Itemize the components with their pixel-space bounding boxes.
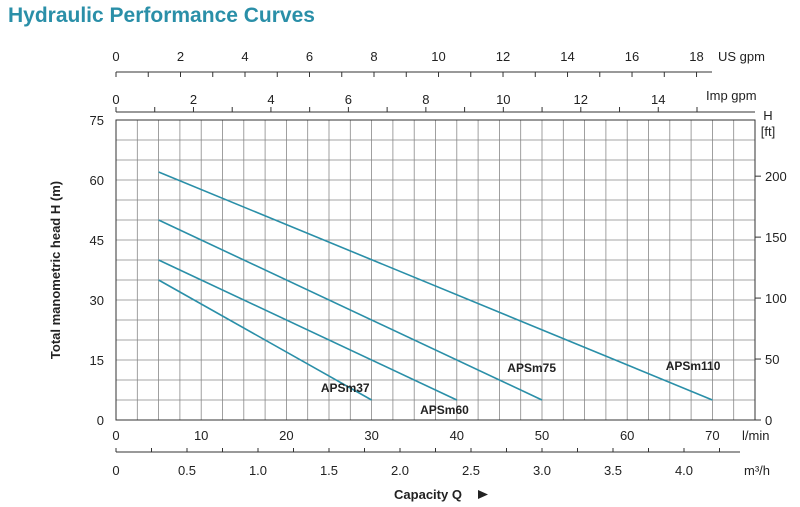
top-usgpm-tick-label: 0 <box>112 49 119 64</box>
top-usgpm-unit: US gpm <box>718 49 765 64</box>
top-usgpm-tick-label: 16 <box>625 49 639 64</box>
top-impgpm-tick-label: 10 <box>496 92 510 107</box>
left-tick-label: 45 <box>90 233 104 248</box>
right-tick-label: 50 <box>765 352 779 367</box>
top-usgpm-tick-label: 6 <box>306 49 313 64</box>
bottom-lmin-tick-label: 30 <box>364 428 378 443</box>
right-tick-label: 200 <box>765 169 787 184</box>
right-tick-label: 150 <box>765 230 787 245</box>
right-axis-unit-bottom: [ft] <box>761 124 775 139</box>
left-tick-label: 30 <box>90 293 104 308</box>
bottom-m3h-tick-label: 0 <box>112 463 119 478</box>
right-axis-unit-top: H <box>763 108 772 123</box>
left-tick-label: 0 <box>97 413 104 428</box>
top-impgpm-tick-label: 2 <box>190 92 197 107</box>
series-label-apsm37: APSm37 <box>321 381 370 395</box>
bottom-m3h-tick-label: 1.0 <box>249 463 267 478</box>
left-tick-label: 15 <box>90 353 104 368</box>
top-impgpm-tick-label: 0 <box>112 92 119 107</box>
curve-apsm75 <box>158 219 543 401</box>
left-tick-label: 60 <box>90 173 104 188</box>
top-impgpm-tick-label: 4 <box>267 92 274 107</box>
chart-grid <box>115 119 756 421</box>
bottom-m3h-tick-label: 3.0 <box>533 463 551 478</box>
top-impgpm-tick-label: 14 <box>651 92 665 107</box>
bottom-lmin-tick-label: 50 <box>535 428 549 443</box>
top-usgpm-tick-label: 4 <box>241 49 248 64</box>
x-axis-arrow-icon <box>478 490 488 499</box>
right-tick-label: 100 <box>765 291 787 306</box>
series-label-apsm75: APSm75 <box>507 361 556 375</box>
top-impgpm-tick-label: 6 <box>345 92 352 107</box>
bottom-m3h-tick-label: 3.5 <box>604 463 622 478</box>
top-impgpm-tick-label: 8 <box>422 92 429 107</box>
bottom-lmin-unit: l/min <box>742 428 769 443</box>
chart-series <box>158 171 713 401</box>
curve-apsm110 <box>158 171 713 401</box>
top-usgpm-tick-label: 10 <box>431 49 445 64</box>
bottom-m3h-tick-label: 2.0 <box>391 463 409 478</box>
bottom-m3h-tick-label: 0.5 <box>178 463 196 478</box>
top-usgpm-tick-label: 18 <box>689 49 703 64</box>
y-axis-label: Total manometric head H (m) <box>48 181 63 359</box>
top-usgpm-tick-label: 8 <box>370 49 377 64</box>
chart-labels: APSm37 APSm60 APSm75 APSm110 <box>321 359 721 417</box>
bottom-m3h-unit: m³/h <box>744 463 770 478</box>
x-axis-label: Capacity Q <box>394 487 462 502</box>
plot-border <box>115 119 756 421</box>
series-label-apsm110: APSm110 <box>666 359 721 373</box>
top-impgpm-unit: Imp gpm <box>706 88 757 103</box>
top-usgpm-tick-label: 14 <box>560 49 574 64</box>
bottom-lmin-tick-label: 0 <box>112 428 119 443</box>
page-title: Hydraulic Performance Curves <box>8 4 315 27</box>
left-tick-label: 75 <box>90 113 104 128</box>
top-usgpm-tick-label: 2 <box>177 49 184 64</box>
curve-apsm37 <box>158 279 372 401</box>
top-impgpm-tick-label: 12 <box>574 92 588 107</box>
bottom-lmin-tick-label: 20 <box>279 428 293 443</box>
series-label-apsm60: APSm60 <box>420 403 469 417</box>
bottom-m3h-tick-label: 1.5 <box>320 463 338 478</box>
curve-apsm60 <box>158 259 458 401</box>
bottom-m3h-tick-label: 4.0 <box>675 463 693 478</box>
bottom-lmin-tick-label: 10 <box>194 428 208 443</box>
right-tick-label: 0 <box>765 413 772 428</box>
bottom-lmin-tick-label: 40 <box>450 428 464 443</box>
bottom-m3h-tick-label: 2.5 <box>462 463 480 478</box>
bottom-lmin-tick-label: 70 <box>705 428 719 443</box>
top-usgpm-tick-label: 12 <box>496 49 510 64</box>
bottom-lmin-tick-label: 60 <box>620 428 634 443</box>
